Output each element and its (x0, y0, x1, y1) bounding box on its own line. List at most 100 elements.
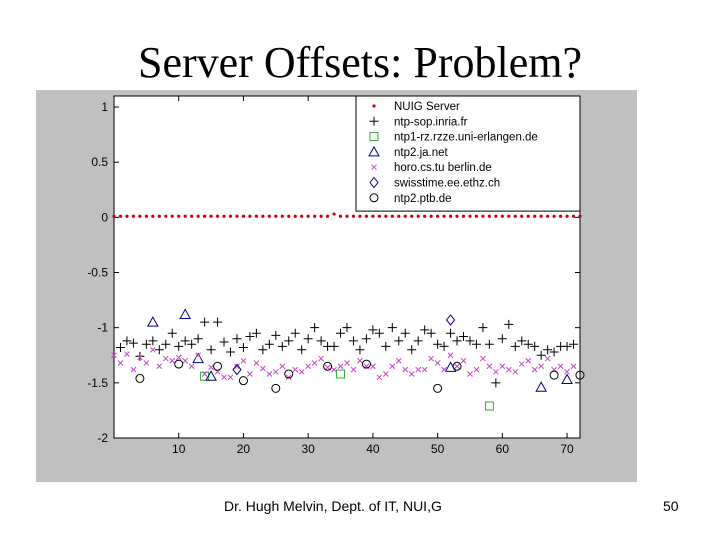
legend-label: swisstime.ee.ethz.ch (394, 178, 500, 190)
data-point (520, 214, 524, 218)
data-point (298, 368, 305, 375)
data-point (494, 214, 498, 218)
data-point (146, 316, 159, 327)
slide-footer: Dr. Hugh Melvin, Dept. of IT, NUI,G (224, 498, 442, 514)
data-point (389, 363, 396, 370)
data-point (215, 214, 220, 218)
data-point (277, 341, 287, 351)
data-point (442, 214, 446, 218)
data-point (318, 355, 324, 362)
data-point (571, 214, 576, 218)
x-tick-label: 60 (496, 442, 510, 456)
data-point (122, 336, 132, 346)
data-point (387, 323, 397, 333)
series-nuig-server (112, 212, 582, 218)
x-tick-label: 30 (301, 442, 315, 456)
data-point (538, 363, 545, 370)
legend-marker (369, 176, 379, 189)
data-point (209, 214, 213, 218)
data-point (226, 347, 235, 357)
data-point (428, 355, 434, 362)
data-point (329, 341, 339, 351)
data-point (316, 336, 326, 346)
data-point (543, 345, 553, 355)
data-point (436, 214, 440, 218)
x-tick-label: 40 (366, 442, 380, 456)
data-point (549, 347, 559, 357)
data-point (420, 325, 430, 335)
data-point (348, 336, 358, 346)
x-tick-label: 50 (431, 442, 445, 456)
data-point (279, 363, 286, 370)
y-tick-label: -0.5 (87, 266, 108, 280)
data-point (377, 214, 381, 218)
data-point (261, 214, 265, 218)
data-point (561, 373, 573, 385)
data-point (177, 214, 181, 218)
data-point (227, 374, 234, 381)
data-point (154, 345, 164, 355)
data-point (474, 214, 479, 218)
data-point (338, 214, 343, 218)
data-point (361, 334, 371, 344)
data-point (487, 214, 491, 218)
data-point (115, 343, 125, 353)
data-point (390, 214, 394, 218)
data-point (248, 214, 252, 218)
legend-label: ntp-sop.inria.fr (394, 116, 468, 128)
data-point (364, 214, 369, 218)
data-point (407, 345, 417, 355)
data-point (557, 363, 564, 370)
data-point (465, 336, 475, 346)
slide-title: Server Offsets: Problem? (138, 38, 582, 87)
data-point (306, 214, 310, 218)
data-point (376, 374, 383, 381)
data-point (416, 214, 420, 218)
data-point (500, 214, 504, 218)
data-point (331, 366, 337, 373)
data-point (234, 363, 240, 370)
data-point (310, 323, 320, 333)
data-point (518, 361, 525, 367)
data-point (131, 214, 136, 218)
data-point (357, 357, 363, 364)
data-point (507, 214, 511, 218)
y-tick-label: 1 (101, 100, 108, 114)
data-point (459, 332, 468, 342)
y-tick-label: -2 (97, 431, 108, 445)
data-point (368, 325, 378, 335)
data-point (241, 214, 246, 218)
data-point (530, 341, 540, 351)
data-point (575, 370, 585, 380)
data-point (397, 214, 401, 218)
data-point (478, 323, 488, 333)
legend: NUIG Server ntp-sop.inria.fr ntp1-rz.rzze.… (355, 95, 581, 212)
data-point (480, 355, 486, 362)
data-point (562, 341, 572, 351)
data-point (297, 345, 307, 355)
legend-marker (369, 193, 379, 203)
legend-label: ntp1-rz.rzze.uni-erlangen.de (394, 132, 538, 144)
data-point (290, 328, 300, 338)
data-point (497, 334, 507, 344)
data-point (303, 334, 313, 344)
data-point (193, 334, 203, 344)
data-point (452, 336, 462, 346)
data-point (403, 214, 407, 218)
data-point (481, 214, 485, 218)
data-point (284, 369, 294, 379)
data-point (504, 319, 514, 329)
y-tick-label: 0 (101, 210, 108, 224)
legend-label: ntp2.ja.net (394, 147, 449, 159)
x-tick-label: 70 (560, 442, 574, 456)
data-point (434, 360, 441, 366)
data-point (332, 212, 336, 216)
data-point (533, 214, 537, 218)
y-tick-label: 0.5 (91, 155, 108, 169)
data-point (222, 214, 226, 218)
data-point (361, 359, 371, 369)
data-point (433, 339, 443, 349)
data-point (135, 373, 145, 383)
data-point (195, 352, 201, 359)
data-point (213, 317, 223, 327)
